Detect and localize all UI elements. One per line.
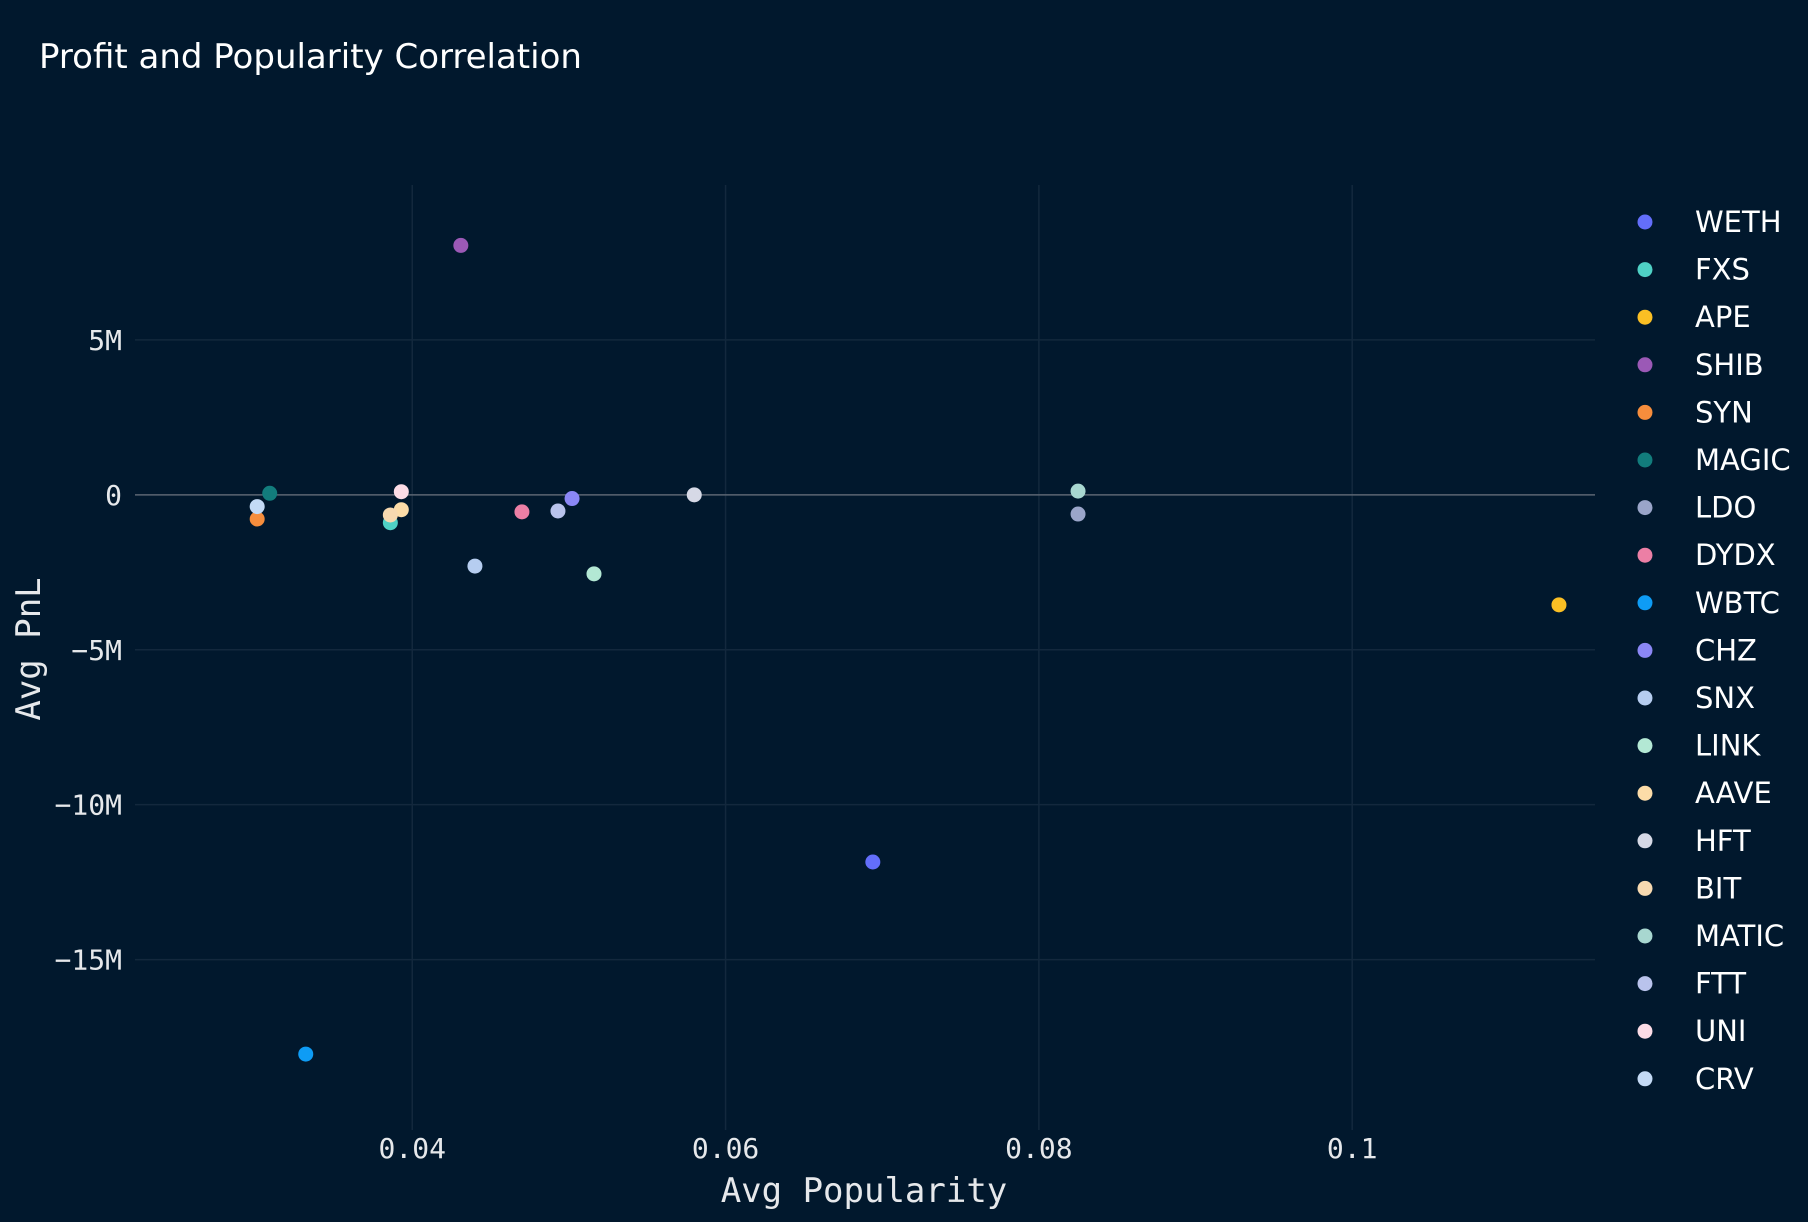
legend-marker-chz <box>1637 642 1653 658</box>
legend-label-ldo: LDO <box>1695 491 1756 525</box>
legend-label-ftt: FTT <box>1695 967 1746 1001</box>
legend-label-snx: SNX <box>1695 681 1755 715</box>
chart-title: Profit and Popularity Correlation <box>39 37 582 77</box>
legend-label-uni: UNI <box>1695 1014 1746 1048</box>
legend-marker-aave <box>1637 785 1653 801</box>
legend-marker-shib <box>1637 357 1653 373</box>
x-axis-title: Avg Popularity <box>721 1171 1008 1211</box>
point-magic[interactable] <box>262 485 278 501</box>
legend-label-crv: CRV <box>1695 1062 1754 1096</box>
legend-label-bit: BIT <box>1695 871 1741 905</box>
x-tick-label-1: 0.06 <box>692 1132 759 1165</box>
legend-marker-bit <box>1637 880 1653 896</box>
legend-marker-ftt <box>1637 976 1653 992</box>
point-shib[interactable] <box>453 237 469 253</box>
y-tick-label-3: −10M <box>55 789 122 822</box>
point-weth[interactable] <box>865 854 881 870</box>
point-syn[interactable] <box>249 511 265 527</box>
legend-marker-link <box>1637 738 1653 754</box>
y-axis-title: Avg PnL <box>9 577 49 720</box>
legend-label-hft: HFT <box>1695 824 1751 858</box>
point-chz[interactable] <box>564 491 580 507</box>
legend-label-matic: MATIC <box>1695 919 1784 953</box>
point-ldo[interactable] <box>1070 506 1086 522</box>
legend-marker-matic <box>1637 928 1653 944</box>
point-crv[interactable] <box>249 499 265 515</box>
x-axis-ticks: 0.04 0.06 0.08 0.1 <box>379 1132 1378 1165</box>
legend-marker-crv <box>1637 1071 1653 1087</box>
legend-marker-fxs <box>1637 262 1653 278</box>
legend-marker-ape <box>1637 309 1653 325</box>
legend-marker-wbtc <box>1637 595 1653 611</box>
legend-marker-weth <box>1637 214 1653 230</box>
legend-marker-hft <box>1637 833 1653 849</box>
legend-marker-syn <box>1637 404 1653 420</box>
legend-marker-magic <box>1637 452 1653 468</box>
legend-label-link: LINK <box>1695 729 1761 763</box>
legend-label-dydx: DYDX <box>1695 538 1776 572</box>
y-tick-label-0: 5M <box>88 324 122 357</box>
point-snx[interactable] <box>467 558 483 574</box>
legend-label-shib: SHIB <box>1695 348 1764 382</box>
legend-label-aave: AAVE <box>1695 776 1772 810</box>
point-uni[interactable] <box>393 484 409 500</box>
x-tick-label-0: 0.04 <box>379 1132 446 1165</box>
point-link[interactable] <box>586 566 602 582</box>
legend-label-magic: MAGIC <box>1695 443 1791 477</box>
point-ape[interactable] <box>1551 597 1567 613</box>
point-ftt[interactable] <box>550 503 566 519</box>
legend-label-chz: CHZ <box>1695 633 1757 667</box>
x-tick-label-2: 0.08 <box>1005 1132 1072 1165</box>
legend-marker-ldo <box>1637 500 1653 516</box>
y-tick-label-1: 0 <box>105 479 122 512</box>
data-points <box>249 237 1567 1062</box>
legend: WETH FXS APE SHIB SYN MAGIC LDO DYDX WBTC CHZ SNX L… <box>1637 205 1791 1096</box>
legend-label-fxs: FXS <box>1695 253 1750 287</box>
y-axis-ticks: 5M 0 −5M −10M −15M <box>55 324 122 977</box>
gridlines <box>135 185 1595 1130</box>
point-wbtc[interactable] <box>298 1046 314 1062</box>
x-tick-label-3: 0.1 <box>1327 1132 1378 1165</box>
y-tick-label-4: −15M <box>55 944 122 977</box>
point-matic[interactable] <box>1070 483 1086 499</box>
y-tick-label-2: −5M <box>71 634 122 667</box>
legend-label-ape: APE <box>1695 300 1751 334</box>
legend-label-syn: SYN <box>1695 395 1753 429</box>
legend-marker-uni <box>1637 1023 1653 1039</box>
legend-label-weth: WETH <box>1695 205 1782 239</box>
point-bit[interactable] <box>382 507 398 523</box>
point-dydx[interactable] <box>514 504 530 520</box>
legend-marker-dydx <box>1637 547 1653 563</box>
point-hft[interactable] <box>686 487 702 503</box>
legend-marker-snx <box>1637 690 1653 706</box>
legend-label-wbtc: WBTC <box>1695 586 1780 620</box>
